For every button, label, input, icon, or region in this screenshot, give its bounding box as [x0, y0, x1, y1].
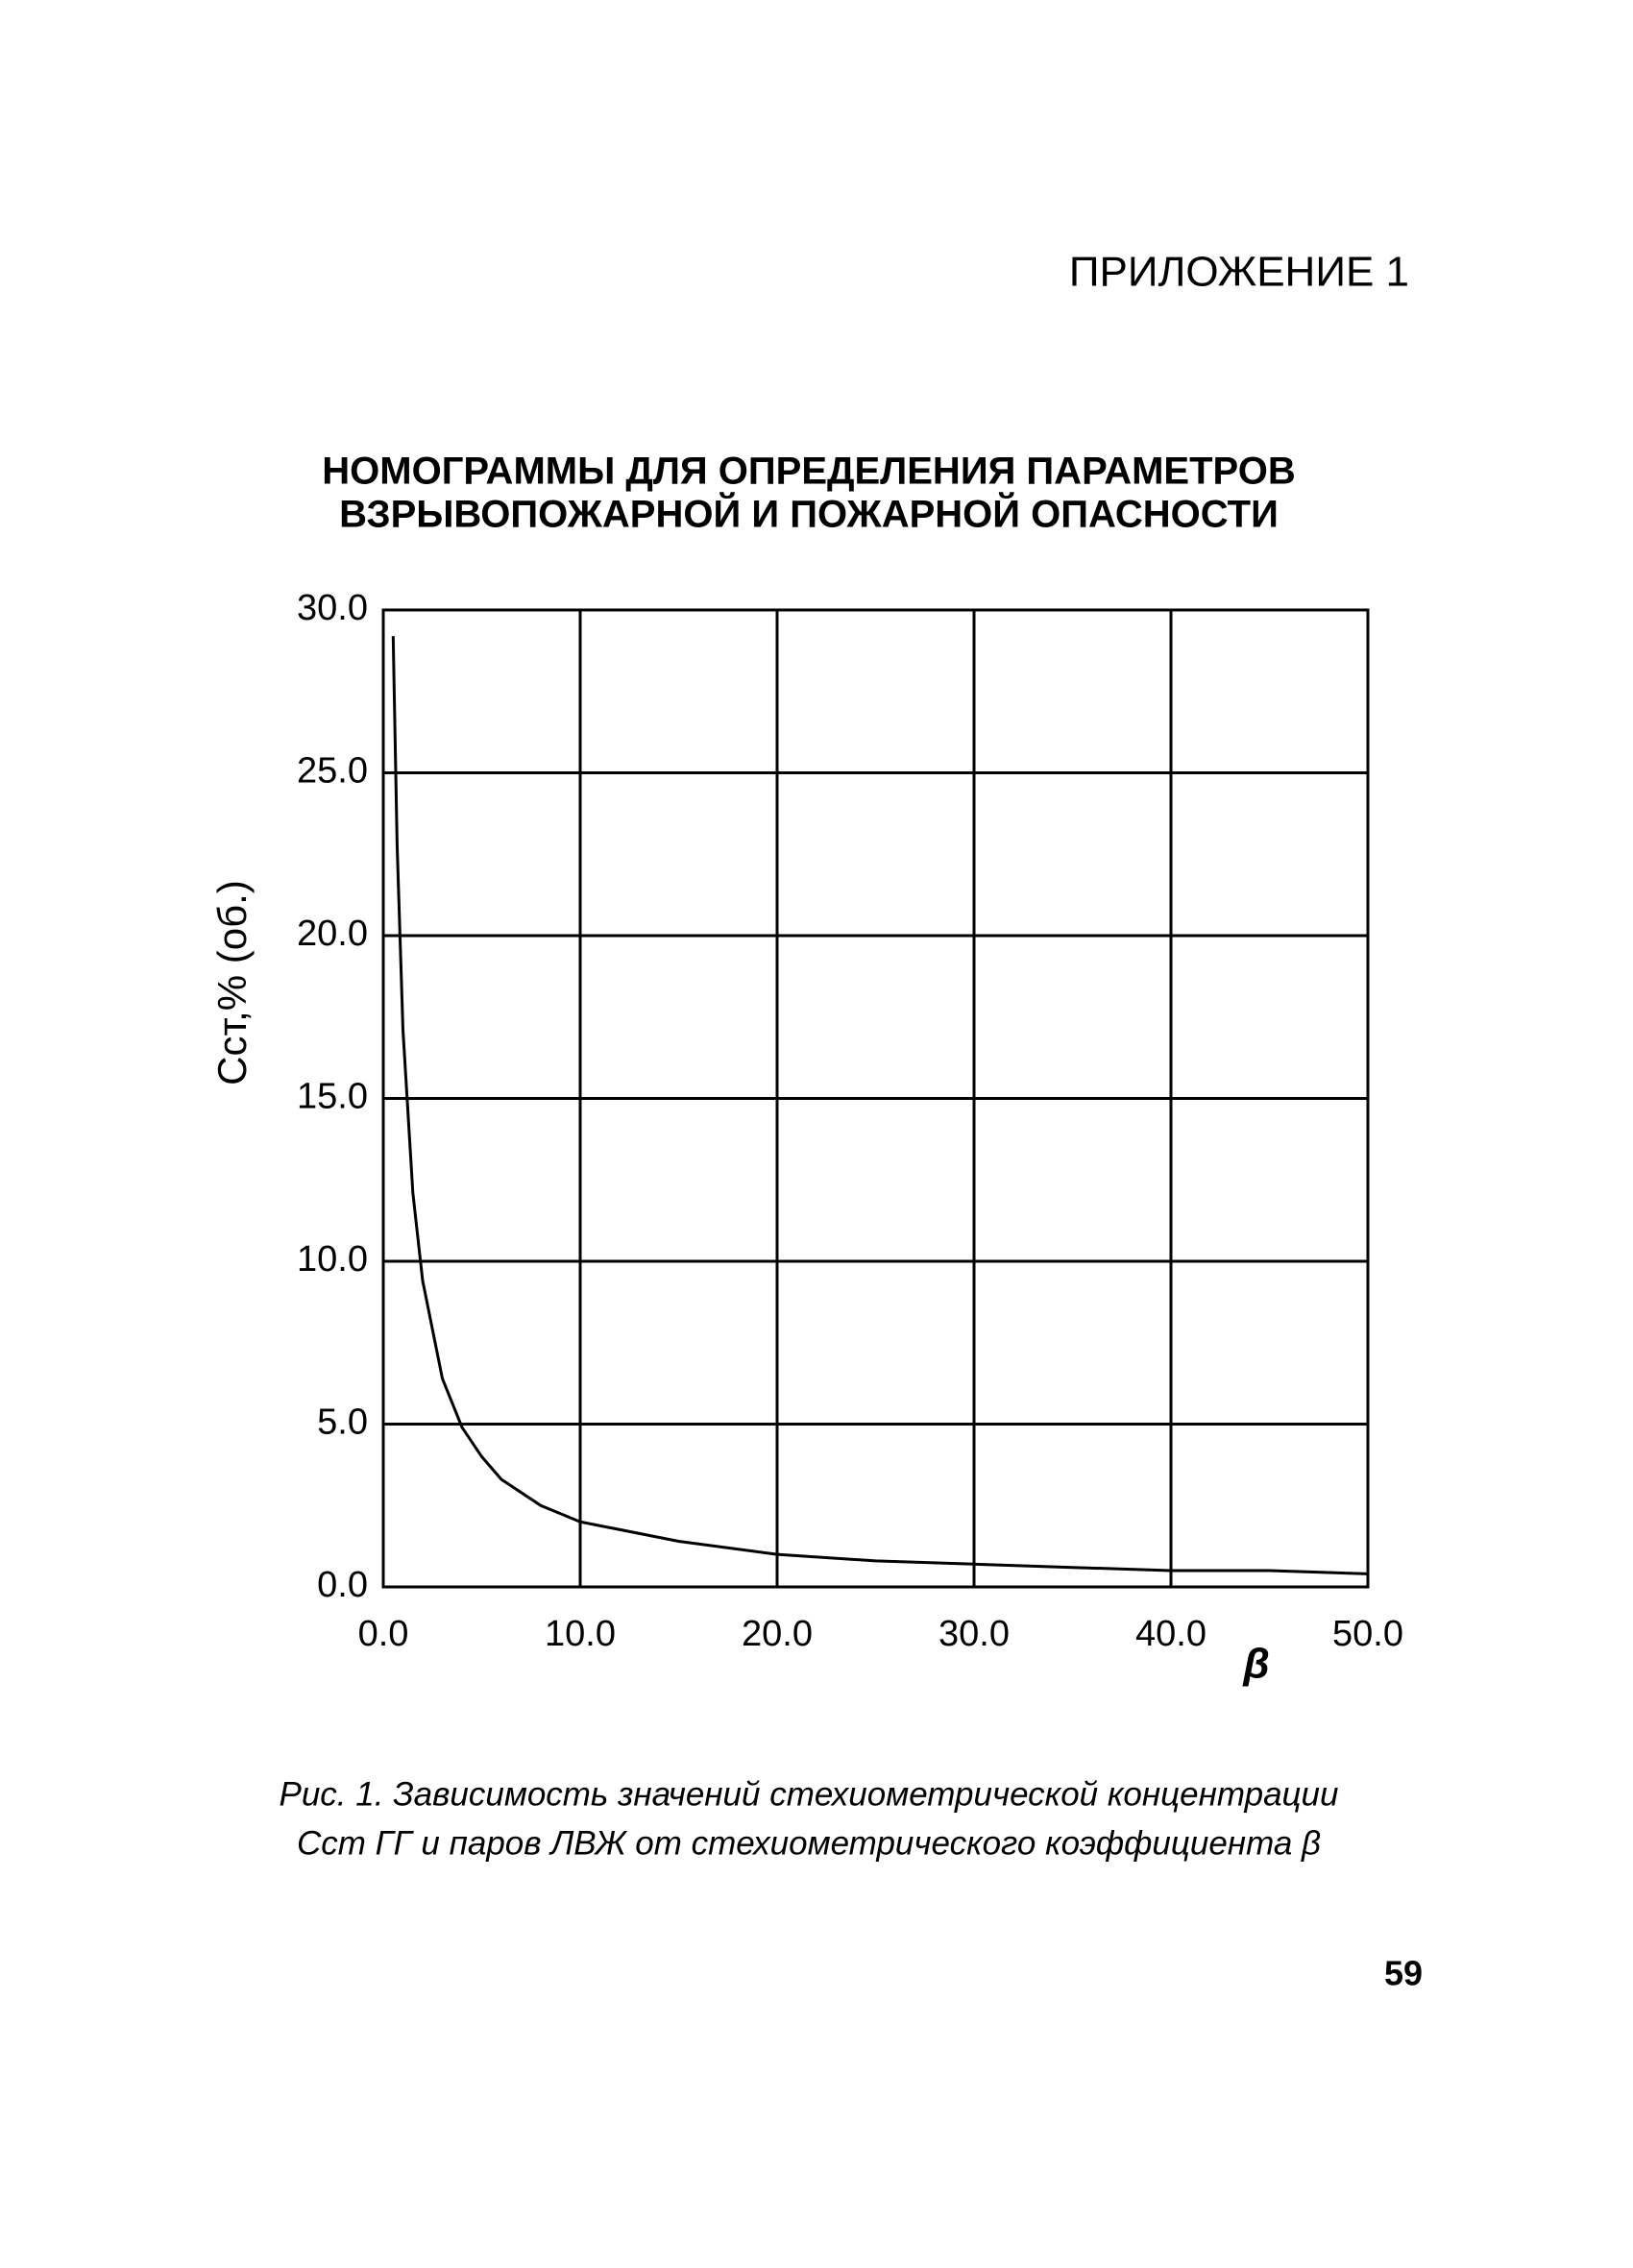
data-line: [391, 636, 1369, 1575]
caption-line: Рис. 1. Зависимость значений стехиометри…: [280, 1775, 1339, 1813]
x-tick-label: 0.0: [358, 1614, 409, 1654]
y-tick-label: 20.0: [297, 914, 368, 954]
page-number: 59: [1384, 1954, 1423, 1993]
y-tick-label: 5.0: [317, 1402, 368, 1443]
x-axis-label: β: [1242, 1641, 1269, 1688]
x-tick-label: 20.0: [742, 1614, 813, 1654]
x-tick-label: 30.0: [938, 1614, 1010, 1654]
x-tick-label: 40.0: [1135, 1614, 1206, 1654]
y-tick-label: 15.0: [297, 1077, 368, 1117]
title-line: НОМОГРАММЫ ДЛЯ ОПРЕДЕЛЕНИЯ ПАРАМЕТРОВ: [322, 451, 1295, 493]
y-tick-label: 30.0: [297, 588, 368, 628]
y-tick-label: 10.0: [297, 1239, 368, 1280]
chart: 0.0 5.0 10.0 15.0 20.0 25.0 30.0 0.0 10.0 20.0 30.…: [209, 588, 1403, 1688]
title-line: ВЗРЫВОПОЖАРНОЙ И ПОЖАРНОЙ ОПАСНОСТИ: [339, 492, 1279, 536]
appendix-header: ПРИЛОЖЕНИЕ 1: [1069, 249, 1409, 296]
y-tick-label: 25.0: [297, 751, 368, 792]
caption-line: Cст ГГ и паров ЛВЖ от стехиометрического…: [297, 1824, 1321, 1862]
x-tick-label: 10.0: [545, 1614, 616, 1654]
y-tick-label: 0.0: [317, 1565, 368, 1605]
plot-frame: [381, 608, 1370, 1589]
y-axis-label: Cст,% (об.): [209, 880, 255, 1085]
x-tick-label: 50.0: [1332, 1614, 1403, 1654]
